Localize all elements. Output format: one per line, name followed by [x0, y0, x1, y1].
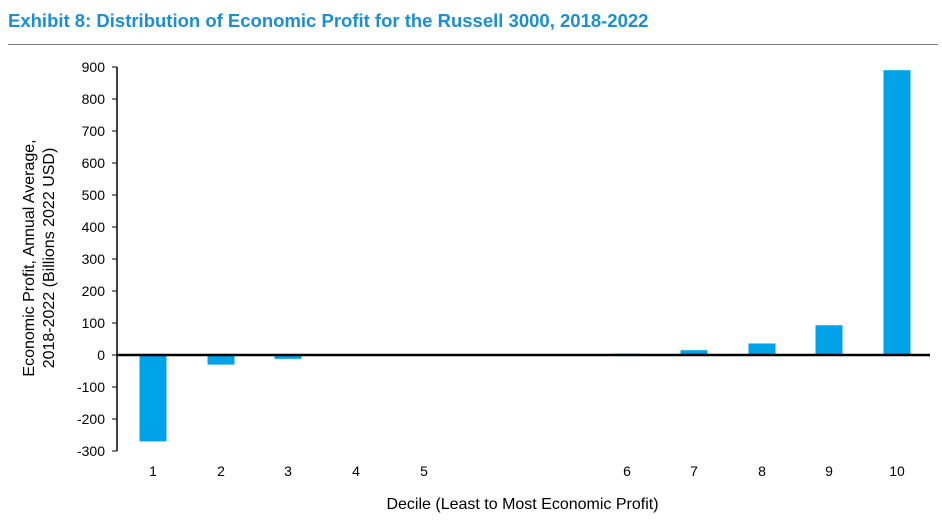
bar-decile-8	[748, 343, 776, 355]
y-tick-label: 200	[82, 283, 106, 299]
x-tick-label: 10	[889, 463, 905, 479]
y-axis-ticks: 900 800 700 600 500 400 300 200 100 0 -100 -200 -300	[77, 59, 117, 459]
y-tick-label: 0	[97, 347, 105, 363]
x-tick-label: 4	[352, 463, 360, 479]
y-tick-label: 600	[82, 155, 106, 171]
y-tick-label: 500	[82, 187, 106, 203]
x-tick-label: 3	[284, 463, 292, 479]
y-axis-title: Economic Profit, Annual Average, 2018-202…	[21, 139, 58, 376]
y-tick-label: 100	[82, 315, 106, 331]
y-axis-title-line: 2018-2022 (Billions 2022 USD)	[41, 148, 58, 369]
x-axis-title: Decile (Least to Most Economic Profit)	[386, 496, 658, 513]
y-tick-label: 800	[82, 91, 106, 107]
bar-decile-10	[883, 70, 911, 355]
y-tick-label: -200	[77, 411, 105, 427]
x-tick-label: 9	[825, 463, 833, 479]
x-tick-label: 8	[758, 463, 766, 479]
title-divider	[8, 44, 938, 45]
y-tick-label: -100	[77, 379, 105, 395]
chart-title: Exhibit 8: Distribution of Economic Prof…	[8, 10, 649, 31]
x-axis-ticks: 1 2 3 4 5 6 7 8 9 10	[149, 463, 905, 479]
bar-decile-3	[274, 355, 302, 359]
y-tick-label: 300	[82, 251, 106, 267]
y-tick-label: -300	[77, 443, 105, 459]
x-tick-label: 2	[217, 463, 225, 479]
x-tick-label: 7	[690, 463, 698, 479]
y-tick-label: 700	[82, 123, 106, 139]
x-tick-label: 1	[149, 463, 157, 479]
y-tick-label: 400	[82, 219, 106, 235]
y-tick-label: 900	[82, 59, 106, 75]
bars	[139, 70, 911, 442]
bar-decile-7	[680, 350, 708, 355]
bar-decile-2	[207, 355, 235, 365]
y-axis-title-line: Economic Profit, Annual Average,	[21, 139, 38, 376]
x-tick-label: 5	[420, 463, 428, 479]
bar-decile-1	[139, 355, 167, 442]
bar-decile-9	[815, 325, 843, 355]
x-tick-label: 6	[623, 463, 631, 479]
